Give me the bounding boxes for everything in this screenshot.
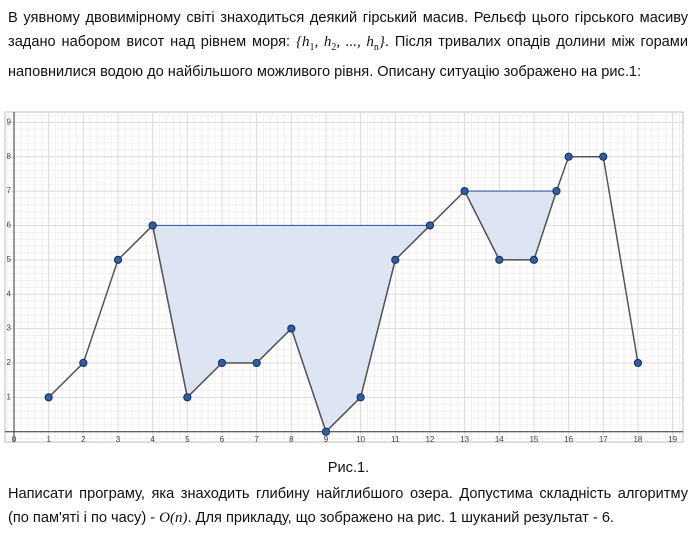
point (495, 255, 504, 264)
y-tick-label: 8 (7, 152, 12, 161)
complexity: O(n) (159, 510, 188, 526)
x-tick-label: 13 (460, 435, 469, 444)
point (425, 221, 435, 230)
point (252, 358, 261, 368)
y-tick-label: 5 (7, 255, 12, 264)
formula-part: h (323, 34, 332, 50)
point (633, 358, 643, 368)
x-tick-label: 6 (220, 435, 225, 444)
intro-text: . Після тривалих опадів долини між горам… (8, 34, 688, 80)
y-tick-label: 6 (7, 221, 12, 230)
chart: 012345678910111213141516171819123456789 (4, 111, 684, 444)
y-tick-label: 1 (7, 392, 12, 401)
formula-part: h (302, 34, 310, 50)
formula-subscript: n (373, 42, 379, 53)
x-tick-label: 16 (564, 435, 573, 444)
task-text: . Для прикладу, що зображено на рис. 1 ш… (187, 510, 615, 526)
x-tick-label: 2 (81, 435, 86, 444)
formula-subscript: 1 (309, 42, 315, 53)
point (79, 358, 88, 368)
y-tick-label: 4 (7, 289, 12, 298)
y-tick-label: 2 (7, 358, 12, 367)
x-tick-label: 10 (356, 435, 365, 444)
x-tick-label: 17 (599, 435, 608, 444)
x-tick-label: 3 (116, 435, 121, 444)
x-tick-label: 12 (426, 435, 435, 444)
point (529, 255, 539, 264)
point (356, 393, 365, 402)
x-tick-label: 1 (46, 435, 51, 444)
point (44, 393, 53, 402)
point (113, 255, 123, 264)
x-tick-label: 4 (150, 435, 155, 444)
x-tick-label: 15 (529, 435, 538, 444)
point (564, 152, 573, 161)
task: Написати програму, яка знаходить глибину… (8, 482, 688, 530)
point (217, 358, 227, 368)
point (148, 221, 157, 230)
x-tick-label: 18 (633, 435, 642, 444)
intro: В уявному двовимірному світі знаходиться… (8, 6, 688, 84)
caption: Рис.1. (327, 460, 370, 476)
formula-part: } (378, 34, 385, 50)
x-tick-label: 7 (254, 435, 259, 444)
intro-text: В уявному двовимірному світі знаходиться… (8, 10, 688, 50)
y-tick-label: 3 (7, 324, 12, 333)
x-tick-label: 19 (668, 435, 677, 444)
x-tick-label: 8 (289, 435, 294, 444)
point (552, 186, 561, 196)
x-tick-label: 14 (495, 435, 504, 444)
x-tick-label: 11 (391, 435, 400, 444)
formula-part: , (314, 34, 324, 50)
point (287, 324, 296, 333)
task-text: Написати програму, яка знаходить глибину… (8, 486, 688, 526)
formula-part: { (296, 34, 303, 50)
x-tick-label: 5 (185, 435, 190, 444)
formula-subscript: 2 (331, 42, 337, 53)
point (599, 152, 608, 161)
formula: {h1, h2, ..., hn} (296, 34, 385, 53)
formula-part: h (366, 34, 374, 50)
x-tick-label: 9 (324, 435, 329, 444)
y-tick-label: 9 (7, 117, 12, 126)
formula-part: , ..., (336, 34, 367, 50)
point (460, 186, 469, 196)
point (183, 393, 192, 402)
point (391, 255, 400, 264)
y-tick-label: 7 (7, 186, 12, 195)
point (321, 427, 331, 436)
